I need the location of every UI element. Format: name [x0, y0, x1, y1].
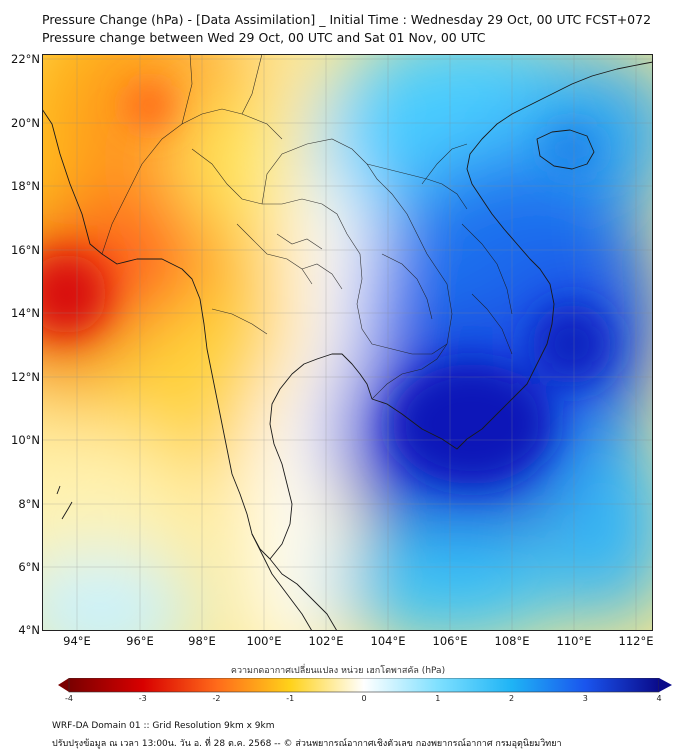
colorbar-tick-label: 0	[361, 694, 367, 703]
pressure-field	[42, 54, 653, 631]
colorbar-tick-label: 1	[435, 694, 441, 703]
colorbar-min-extension	[58, 678, 69, 692]
lat-label-22n: 22°N	[11, 52, 40, 66]
graticule	[42, 54, 653, 631]
lat-label-16n: 16°N	[11, 243, 40, 257]
lon-label-94e: 94°E	[63, 634, 91, 648]
map-title: Pressure Change (hPa) - [Data Assimilati…	[42, 12, 652, 27]
borders	[101, 54, 513, 400]
colorbar-tick-label: 3	[582, 694, 588, 703]
lat-label-10n: 10°N	[11, 433, 40, 447]
lon-label-108e: 108°E	[494, 634, 530, 648]
pressure-change-map	[42, 54, 653, 631]
map-subtitle: Pressure change between Wed 29 Oct, 00 U…	[42, 30, 486, 45]
colorbar-tick-label: -2	[212, 694, 221, 703]
colorbar	[58, 678, 672, 693]
lon-label-100e: 100°E	[246, 634, 282, 648]
footer-update-info: ปรับปรุงข้อมูล ณ เวลา 13:00น. วัน อ. ที่…	[52, 739, 562, 749]
colorbar-tick-label: -1	[286, 694, 295, 703]
colorbar-title: ความกดอากาศเปลี่ยนแปลง หน่วย เฮกโตพาสคัล…	[230, 666, 446, 676]
colorbar-tick-label: 4	[656, 694, 662, 703]
lat-label-20n: 20°N	[11, 116, 40, 130]
lon-label-112e: 112°E	[618, 634, 654, 648]
lon-label-98e: 98°E	[188, 634, 216, 648]
colorbar-tick-label: -3	[138, 694, 147, 703]
colorbar-tick-label: 2	[508, 694, 515, 703]
lat-label-6n: 6°N	[18, 560, 40, 574]
lat-label-18n: 18°N	[11, 179, 40, 193]
footer-model-info: WRF-DA Domain 01 :: Grid Resolution 9km …	[52, 721, 275, 731]
lon-label-110e: 110°E	[556, 634, 592, 648]
lat-label-8n: 8°N	[18, 497, 40, 511]
lon-label-104e: 104°E	[370, 634, 406, 648]
colorbar-max-extension	[659, 678, 672, 692]
lat-label-14n: 14°N	[11, 306, 40, 320]
lat-label-12n: 12°N	[11, 370, 40, 384]
lat-label-4n: 4°N	[18, 623, 40, 637]
colorbar-tick-label: -4	[65, 694, 73, 703]
lon-label-96e: 96°E	[126, 634, 154, 648]
colorbar-gradient	[68, 678, 660, 693]
lon-label-106e: 106°E	[432, 634, 468, 648]
lon-label-102e: 102°E	[308, 634, 344, 648]
coastlines	[42, 61, 653, 631]
